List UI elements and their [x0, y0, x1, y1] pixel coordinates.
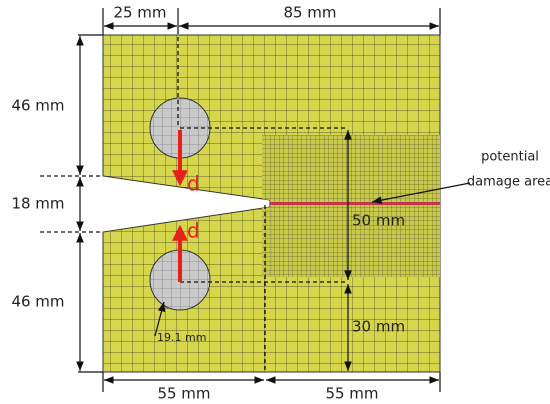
dim-label: 30 mm: [352, 318, 405, 336]
hole-label: 19.1 mm: [157, 331, 206, 344]
annotation: damage area: [467, 175, 550, 190]
load-label: d: [187, 172, 200, 196]
dim-label: 85 mm: [283, 4, 336, 22]
load-label: d: [187, 219, 200, 243]
annotation: potential: [481, 150, 539, 165]
dimension-arrows: [76, 22, 471, 384]
dim-label: 46 mm: [11, 97, 64, 115]
guide-lines: [40, 8, 441, 392]
dim-label: 25 mm: [113, 4, 166, 22]
dim-label: 55 mm: [325, 385, 378, 403]
dim-label: 46 mm: [11, 293, 64, 311]
dim-label: 55 mm: [157, 385, 210, 403]
dim-label: 50 mm: [352, 212, 405, 230]
dim-label: 18 mm: [11, 195, 64, 213]
